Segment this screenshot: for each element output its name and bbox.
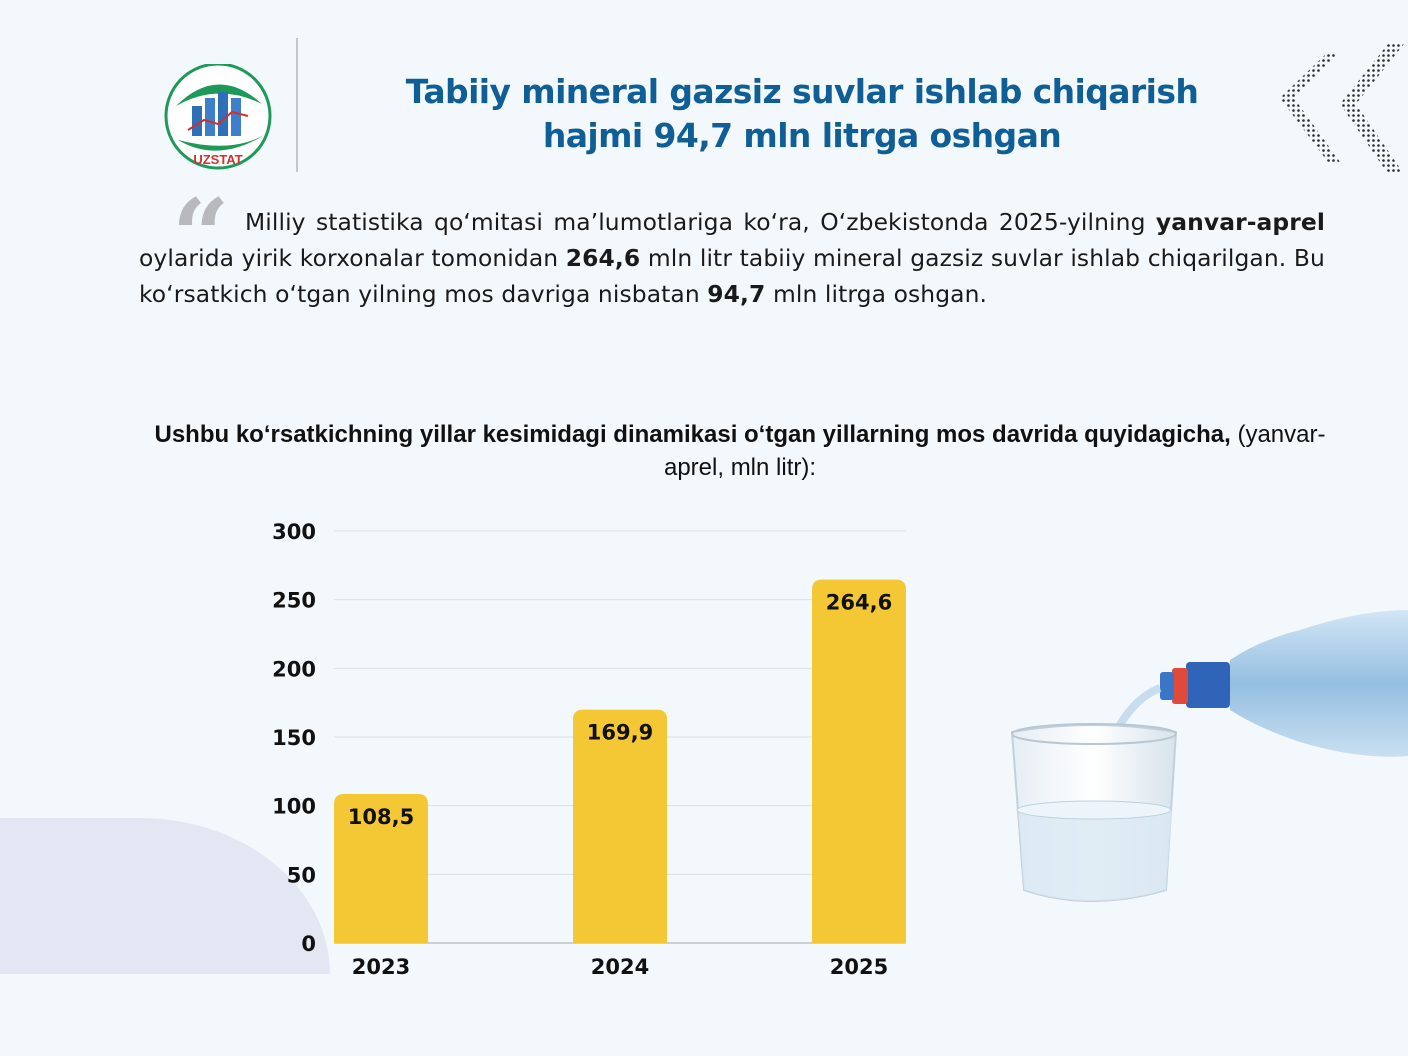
title-line-2: hajmi 94,7 mln litrga oshgan bbox=[542, 116, 1062, 155]
dot-chevrons-icon bbox=[1280, 44, 1404, 174]
intro-paragraph: Milliy statistika qo‘mitasi ma’lumotlari… bbox=[139, 204, 1325, 312]
logo-text: UZSTAT bbox=[193, 152, 242, 167]
y-tick-label: 100 bbox=[272, 795, 316, 819]
y-tick-label: 300 bbox=[272, 520, 316, 544]
bar bbox=[812, 579, 906, 943]
intro-text-4: mln litrga oshgan. bbox=[765, 280, 988, 308]
bar-value-label: 108,5 bbox=[348, 805, 414, 829]
intro-period: yanvar-aprel bbox=[1155, 208, 1325, 236]
intro-value: 264,6 bbox=[565, 244, 641, 272]
intro-text-3: mln litr tabiiy mineral gazsiz suvlar is… bbox=[139, 244, 1325, 308]
bar-value-label: 169,9 bbox=[587, 721, 653, 745]
title-line-1: Tabiiy mineral gazsiz suvlar ishlab chiq… bbox=[405, 72, 1199, 111]
y-tick-label: 150 bbox=[272, 726, 316, 750]
bar bbox=[334, 793, 428, 943]
y-tick-label: 200 bbox=[272, 657, 316, 681]
intro-text-1: Milliy statistika qo‘mitasi ma’lumotlari… bbox=[245, 208, 1156, 236]
page-title: Tabiiy mineral gazsiz suvlar ishlab chiq… bbox=[330, 70, 1274, 158]
header-divider bbox=[296, 38, 298, 172]
chart-heading-unit: (yanvar-aprel, mln litr): bbox=[663, 421, 1326, 481]
y-tick-label: 0 bbox=[301, 932, 316, 956]
intro-increase: 94,7 bbox=[707, 280, 766, 308]
x-tick-label: 2025 bbox=[830, 955, 888, 979]
chart-heading-bold: Ushbu ko‘rsatkichning yillar kesimidagi … bbox=[154, 421, 1231, 448]
x-tick-label: 2023 bbox=[352, 955, 410, 979]
y-tick-label: 50 bbox=[287, 863, 316, 887]
water-bottle-glass-icon bbox=[1010, 610, 1408, 902]
uzstat-logo-icon: UZSTAT bbox=[164, 64, 272, 170]
y-tick-label: 250 bbox=[272, 589, 316, 613]
bar bbox=[573, 709, 667, 943]
quote-mark-icon: “ bbox=[172, 177, 230, 295]
x-tick-label: 2024 bbox=[591, 955, 649, 979]
bar-value-label: 264,6 bbox=[826, 591, 892, 615]
chart-heading: Ushbu ko‘rsatkichning yillar kesimidagi … bbox=[140, 418, 1340, 484]
intro-text-2: oylarida yirik korxonalar tomonidan bbox=[139, 244, 566, 272]
